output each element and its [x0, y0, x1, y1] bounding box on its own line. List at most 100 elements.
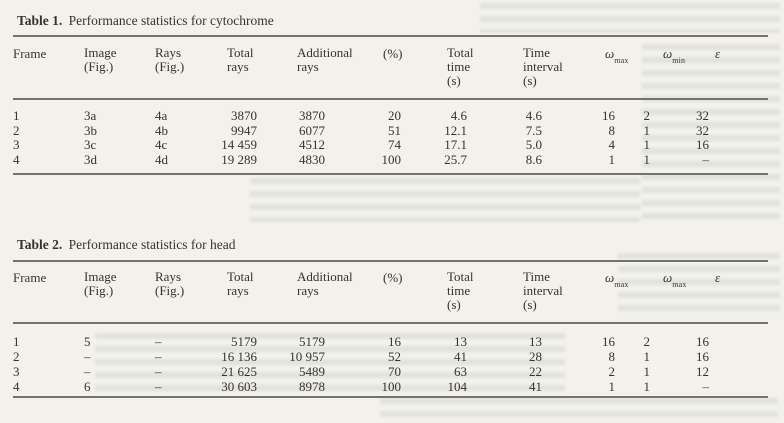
cell-additional-rays: 5489: [299, 364, 325, 379]
cell-total-time: 63: [454, 364, 467, 379]
cell-rays-fig: 4a: [155, 108, 168, 123]
table-body: 1 3a 4a 3870 3870 20 4.6 4.6 16 2 32 2 3b 4b 9947 6077 5…: [13, 108, 768, 168]
cell-image-fig: 5: [84, 334, 91, 349]
column-header-image-fig: Image (Fig.): [84, 45, 117, 74]
cell-omega-max: 4: [608, 137, 616, 152]
table-rule-mid: [13, 322, 768, 324]
cell-image-fig: 3d: [84, 151, 97, 167]
column-header-image-fig: Image (Fig.): [84, 269, 117, 298]
cell-rays-fig: –: [155, 364, 162, 379]
cell-omega-min: 1: [643, 137, 651, 152]
table-body: 1 5–5179 5179 16 13 13 16 2 16 2– –16 136 10 957 52 4…: [13, 334, 768, 394]
cell-additional-rays: 6077: [299, 122, 325, 138]
cell-image-fig: 3c: [84, 137, 97, 152]
cell-time-interval: 13: [529, 334, 542, 349]
cell-omega-max-2: 2: [643, 334, 651, 349]
cell-total-rays: 14 459: [221, 137, 257, 152]
table-row: 4 3d 4d 19 289 4830 100 25.7 8.6 1 1 –: [13, 151, 768, 168]
table-2-caption-text: Performance statistics for head: [68, 237, 236, 252]
column-header-omega-max: ωmax: [605, 46, 629, 65]
column-header-omega-max: ωmax: [605, 270, 629, 289]
cell-omega-max: 16: [602, 334, 615, 349]
column-header-total-rays: Total rays: [227, 45, 254, 74]
table-header-row: Frame Image (Fig.) Rays (Fig.) Total rays Addit…: [13, 270, 768, 313]
cell-percent: 52: [388, 349, 401, 364]
cell-rays-fig: 4b: [155, 122, 168, 138]
column-header-additional-rays: Additional rays: [297, 269, 353, 298]
table-rule-top: [13, 35, 768, 37]
table-2-label: Table 2.: [17, 237, 63, 252]
cell-time-interval: 5.0: [525, 137, 542, 152]
table-1-caption-text: Performance statistics for cytochrome: [68, 13, 274, 28]
cell-rays-fig: 4d: [155, 151, 168, 167]
cell-image-fig: 6: [84, 379, 91, 394]
cell-omega-min: 2: [643, 108, 651, 123]
cell-percent: 70: [388, 364, 401, 379]
column-header-total-rays: Total rays: [227, 269, 254, 298]
cell-image-fig: 3a: [84, 108, 97, 123]
cell-time-interval: 28: [529, 349, 542, 364]
cell-epsilon: 16: [696, 349, 709, 364]
cell-omega-max: 16: [602, 108, 615, 123]
cell-epsilon: 16: [696, 334, 709, 349]
cell-percent: 20: [388, 108, 401, 123]
cell-image-fig: –: [84, 364, 91, 379]
table-row: 1 3a 4a 3870 3870 20 4.6 4.6 16 2 32: [13, 108, 768, 124]
cell-total-time: 25.7: [444, 151, 467, 167]
column-header-omega-min: ωmin: [663, 46, 686, 65]
cell-percent: 100: [381, 151, 402, 167]
cell-epsilon: 32: [696, 122, 709, 138]
cell-image-fig: 3b: [84, 122, 97, 138]
cell-omega-max: 1: [608, 379, 616, 394]
cell-rays-fig: 4c: [155, 137, 168, 152]
column-header-epsilon: ε: [715, 270, 721, 285]
column-header-time-interval: Time interval (s): [523, 269, 563, 312]
ghost-showthrough-text: [380, 398, 778, 420]
column-header-frame: Frame: [13, 46, 47, 61]
cell-omega-max: 8: [608, 122, 616, 138]
cell-total-rays: 19 289: [221, 151, 257, 167]
column-header-percent: (%): [383, 270, 403, 285]
table-row: 3– –21 625 5489 70 63 22 2 1 12: [13, 364, 768, 379]
cell-frame: 1: [13, 108, 20, 123]
ghost-showthrough-text: [250, 178, 640, 222]
cell-total-time: 17.1: [444, 137, 467, 152]
cell-total-rays: 3870: [231, 108, 257, 123]
cell-percent: 74: [388, 137, 401, 152]
column-header-percent: (%): [383, 46, 403, 61]
table-row: 2 3b 4b 9947 6077 51 12.1 7.5 8 1 32: [13, 122, 768, 139]
table-1-cytochrome: Table 1. Performance statistics for cyto…: [13, 13, 768, 175]
cell-frame: 2: [13, 122, 20, 138]
cell-epsilon: 16: [696, 137, 709, 152]
table-rule-mid: [13, 98, 768, 100]
cell-time-interval: 22: [529, 364, 542, 379]
column-header-total-time: Total time (s): [447, 45, 474, 88]
cell-frame: 1: [13, 334, 20, 349]
column-header-time-interval: Time interval (s): [523, 45, 563, 88]
column-header-epsilon: ε: [715, 46, 721, 61]
column-header-additional-rays: Additional rays: [297, 45, 353, 74]
cell-percent: 16: [388, 334, 401, 349]
column-header-frame: Frame: [13, 270, 47, 285]
cell-additional-rays: 4830: [299, 151, 325, 167]
cell-total-time: 12.1: [444, 122, 467, 138]
cell-additional-rays: 8978: [299, 379, 325, 394]
cell-omega-min: 1: [643, 151, 651, 167]
column-header-rays-fig: Rays (Fig.): [155, 45, 185, 74]
column-header-rays-fig: Rays (Fig.): [155, 269, 185, 298]
cell-frame: 2: [13, 349, 20, 364]
cell-total-time: 13: [454, 334, 467, 349]
cell-additional-rays: 4512: [299, 137, 325, 152]
cell-omega-max-2: 1: [643, 364, 651, 379]
table-row: 1 5 – 5179 5179 16 13 13 16 2 16: [13, 334, 768, 349]
table-2-caption: Table 2. Performance statistics for head: [13, 237, 768, 253]
cell-percent: 100: [381, 379, 402, 394]
cell-total-rays: 30 603: [221, 379, 257, 394]
cell-total-time: 4.6: [450, 108, 467, 123]
table-header-row: Frame Image (Fig.) Rays (Fig.) Total rays Addit…: [13, 46, 768, 89]
cell-total-rays: 21 625: [221, 364, 257, 379]
column-header-total-time: Total time (s): [447, 269, 474, 312]
cell-percent: 51: [388, 122, 401, 138]
cell-time-interval: 4.6: [525, 108, 542, 123]
cell-omega-min: 1: [643, 122, 651, 138]
